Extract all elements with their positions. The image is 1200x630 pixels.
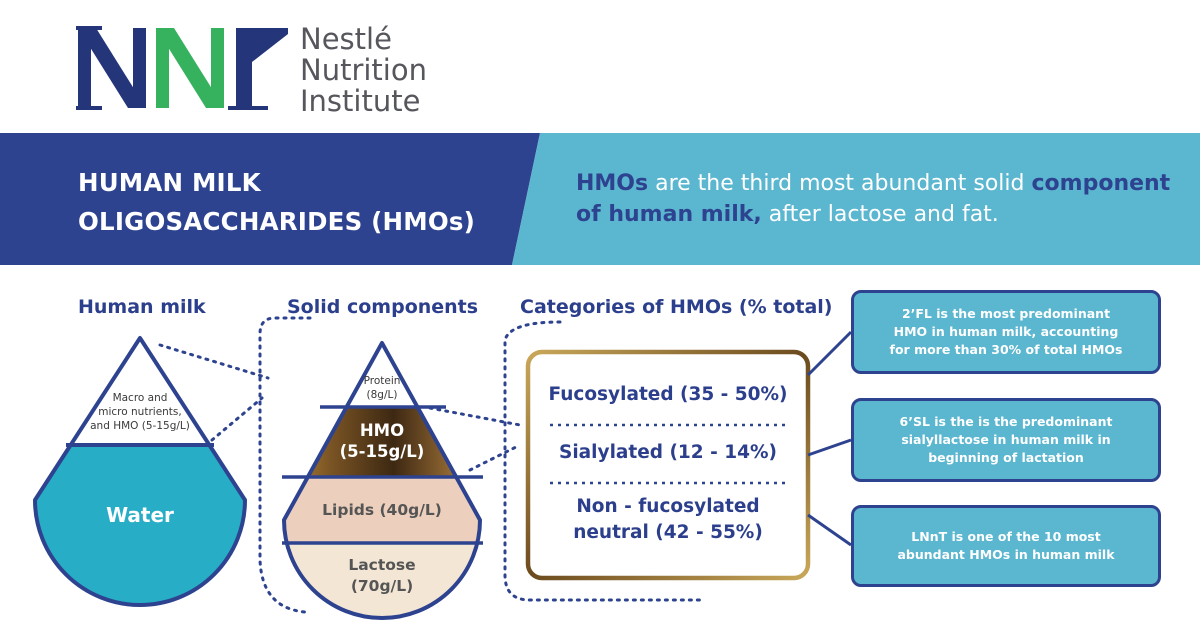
label-line: and HMO (5-15g/L) <box>90 420 190 432</box>
connector-line <box>158 343 270 380</box>
lactose-label: Lactose (70g/L) <box>312 555 452 597</box>
category-nonfucosylated: Non - fucosylated neutral (42 - 55%) <box>532 494 804 546</box>
categories-bracket <box>503 320 707 602</box>
lipids-layer <box>284 477 480 543</box>
lipids-label: Lipids (40g/L) <box>322 501 442 519</box>
brand-line: Nestlé <box>300 22 392 56</box>
label-line: Protein <box>363 375 401 387</box>
macro-micro-label: Macro and micro nutrients, and HMO (5-15… <box>72 391 208 433</box>
label-line: HMO <box>359 421 405 440</box>
brand-line: Nutrition <box>300 53 427 87</box>
info-line: 6’SL is the is the predominant <box>899 414 1113 429</box>
label-line: Non - fucosylated <box>576 496 760 517</box>
nni-logo <box>76 22 290 114</box>
label-line: (5-15g/L) <box>339 442 425 461</box>
info-box-2fl: 2’FL is the most predominant HMO in huma… <box>851 290 1161 374</box>
info-line: abundant HMOs in human milk <box>897 547 1115 562</box>
title-line: OLIGOSACCHARIDES (HMOs) <box>78 207 476 236</box>
statement-text-end: after lactose and fat. <box>761 202 999 227</box>
heading-human-milk: Human milk <box>78 296 206 318</box>
info-line: LNnT is one of the 10 most <box>911 529 1101 544</box>
hmo-label: HMO (5-15g/L) <box>322 420 442 462</box>
statement-hmos: HMOs <box>576 171 649 196</box>
label-line: Lactose <box>348 556 416 574</box>
info-line: 2’FL is the most predominant <box>901 306 1111 321</box>
heading-categories: Categories of HMOs (% total) <box>520 296 833 318</box>
protein-label: Protein (8g/L) <box>332 374 432 402</box>
info-connector <box>807 513 852 547</box>
info-line: sialyllactose in human milk in <box>901 432 1111 447</box>
categories-box <box>525 349 811 581</box>
info-connector <box>806 330 853 377</box>
solid-components-bracket <box>258 316 312 614</box>
human-milk-drop <box>33 336 247 607</box>
info-line: beginning of lactation <box>928 450 1084 465</box>
page-title: HUMAN MILK OLIGOSACCHARIDES (HMOs) <box>78 163 475 241</box>
info-box-lnnt: LNnT is one of the 10 most abundant HMOs… <box>851 505 1161 587</box>
nni-monogram-icon <box>76 26 288 110</box>
category-fucosylated: Fucosylated (35 - 50%) <box>548 384 788 405</box>
connector-line <box>428 406 522 427</box>
statement-text: are the third most abundant solid <box>648 171 1032 196</box>
label-line: Macro and <box>112 392 168 404</box>
banner-left-panel <box>0 133 540 265</box>
banner-right-panel <box>512 133 1200 265</box>
title-line: HUMAN MILK <box>78 168 261 197</box>
water-label: Water <box>106 503 174 527</box>
info-line: HMO in human milk, accounting <box>893 324 1119 339</box>
connector-line <box>210 396 264 442</box>
label-line: micro nutrients, <box>98 406 182 418</box>
info-connector <box>807 438 852 457</box>
title-banner <box>0 133 1200 265</box>
info-line: for more than 30% of total HMOs <box>889 342 1123 357</box>
label-line: neutral (42 - 55%) <box>573 522 763 543</box>
info-box-6sl: 6’SL is the is the predominant sialyllac… <box>851 398 1161 482</box>
brand-name: Nestlé Nutrition Institute <box>300 24 427 117</box>
brand-line: Institute <box>300 84 421 118</box>
statement-emphasis: component of human milk, <box>576 171 1171 227</box>
label-line: (8g/L) <box>366 389 398 401</box>
category-sialylated: Sialylated (12 - 14%) <box>559 442 777 463</box>
banner-statement: HMOs are the third most abundant solid c… <box>576 168 1186 230</box>
connector-line <box>468 443 522 472</box>
heading-solid-components: Solid components <box>287 296 479 318</box>
label-line: (70g/L) <box>350 577 414 595</box>
